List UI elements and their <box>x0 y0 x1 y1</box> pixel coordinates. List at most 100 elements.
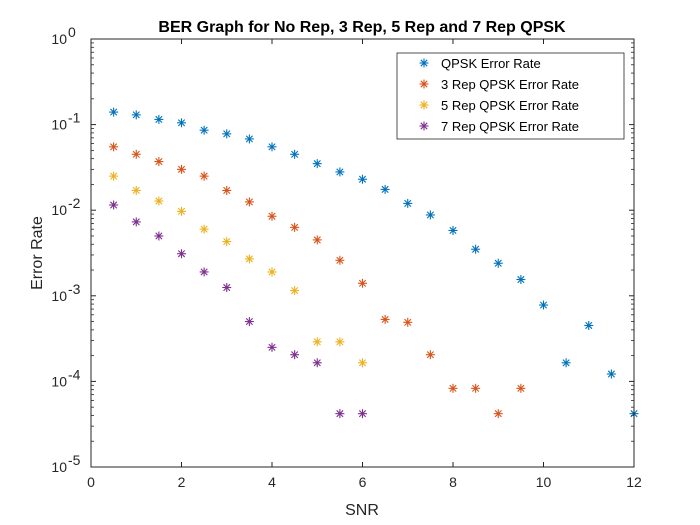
data-point-series-1 <box>380 314 390 324</box>
legend-label-5-rep: 5 Rep QPSK Error Rate <box>441 98 579 113</box>
data-point-series-3 <box>109 200 119 210</box>
data-point-series-1 <box>290 222 300 232</box>
data-point-series-0 <box>312 159 322 169</box>
y-axis-label: Error Rate <box>29 216 46 290</box>
data-point-series-1 <box>425 350 435 360</box>
data-point-series-0 <box>154 114 164 124</box>
data-point-series-0 <box>335 167 345 177</box>
data-point-series-1 <box>222 185 232 195</box>
y-tick-label: 10 <box>51 459 67 475</box>
x-tick-label: 6 <box>359 474 367 490</box>
y-tick-label: 10 <box>51 202 67 218</box>
data-point-series-3 <box>267 342 277 352</box>
data-point-series-0 <box>539 300 548 310</box>
data-point-series-3 <box>177 249 186 259</box>
legend-markers <box>419 58 429 131</box>
data-point-series-0 <box>131 110 141 120</box>
legend-label-3-rep: 3 Rep QPSK Error Rate <box>441 77 579 92</box>
data-point-series-0 <box>222 129 232 139</box>
data-point-series-3 <box>358 409 367 419</box>
y-tick-exponent: 0 <box>68 24 76 40</box>
data-point-series-1 <box>177 164 186 174</box>
legend-label-7-rep: 7 Rep QPSK Error Rate <box>441 119 579 134</box>
data-point-series-1 <box>471 383 481 393</box>
y-tick-exponent: -2 <box>68 195 81 211</box>
data-point-series-0 <box>358 174 367 184</box>
data-point-series-2 <box>154 196 164 206</box>
y-tick-label: 10 <box>51 288 67 304</box>
x-axis-label: SNR <box>345 502 379 519</box>
data-point-series-3 <box>335 409 345 419</box>
data-point-series-0 <box>267 142 277 152</box>
data-point-series-1 <box>267 211 277 221</box>
data-point-series-3 <box>290 350 300 360</box>
legend-marker-series-1 <box>419 79 429 89</box>
data-point-series-1 <box>358 278 367 288</box>
data-point-series-0 <box>606 369 616 379</box>
data-point-series-3 <box>244 317 254 327</box>
data-point-series-2 <box>199 224 209 234</box>
y-tick-exponent: -5 <box>68 452 81 468</box>
legend-box <box>396 52 625 140</box>
data-point-series-2 <box>222 237 232 247</box>
data-point-series-0 <box>109 107 119 117</box>
data-point-series-2 <box>335 337 345 347</box>
legend-marker-series-3 <box>419 121 429 131</box>
data-point-series-1 <box>154 157 164 167</box>
data-point-series-2 <box>244 254 254 264</box>
legend-marker-series-2 <box>419 100 429 110</box>
data-point-series-2 <box>177 206 186 216</box>
data-point-series-0 <box>493 258 503 268</box>
data-point-series-1 <box>131 149 141 159</box>
y-tick-label: 10 <box>51 373 67 389</box>
data-point-series-3 <box>199 267 209 277</box>
y-tick-exponent: -3 <box>68 281 81 297</box>
data-point-series-0 <box>584 320 594 330</box>
data-point-series-3 <box>312 358 322 368</box>
legend: QPSK Error Rate 3 Rep QPSK Error Rate 5 … <box>396 52 625 140</box>
axes-box <box>90 38 635 468</box>
y-tick-label: 10 <box>51 117 67 133</box>
data-point-series-1 <box>244 197 254 207</box>
data-point-series-0 <box>516 275 526 285</box>
data-point-series-2 <box>267 267 277 277</box>
data-markers <box>109 107 639 419</box>
data-point-series-0 <box>448 225 458 235</box>
data-point-series-0 <box>471 244 481 254</box>
data-point-series-1 <box>448 383 458 393</box>
data-point-series-1 <box>403 317 413 327</box>
data-point-series-1 <box>335 255 345 265</box>
data-point-series-1 <box>199 171 209 181</box>
x-tick-label: 10 <box>536 474 552 490</box>
data-point-series-3 <box>222 283 232 293</box>
y-tick-exponent: -1 <box>68 110 81 126</box>
data-point-series-0 <box>244 134 254 144</box>
data-point-series-2 <box>312 337 322 347</box>
data-point-series-3 <box>154 231 164 241</box>
x-tick-label: 12 <box>626 474 642 490</box>
data-point-series-0 <box>561 358 571 368</box>
x-tick-label: 4 <box>268 474 276 490</box>
y-tick-exponent: -4 <box>68 366 81 382</box>
legend-label-qpsk: QPSK Error Rate <box>441 56 541 71</box>
data-point-series-0 <box>380 184 390 194</box>
data-point-series-1 <box>516 383 526 393</box>
data-point-series-1 <box>493 409 503 419</box>
x-tick-label: 2 <box>178 474 186 490</box>
chart-title: BER Graph for No Rep, 3 Rep, 5 Rep and 7… <box>158 19 566 36</box>
legend-marker-series-0 <box>419 58 429 68</box>
y-tick-label: 10 <box>51 31 67 47</box>
data-point-series-3 <box>131 217 141 227</box>
data-point-series-0 <box>177 118 186 128</box>
data-point-series-2 <box>358 358 367 368</box>
data-point-series-1 <box>109 142 119 152</box>
data-point-series-0 <box>199 125 209 135</box>
data-point-series-2 <box>109 171 119 181</box>
x-tick-label: 8 <box>449 474 457 490</box>
data-point-series-0 <box>403 198 413 208</box>
data-point-series-2 <box>290 286 300 296</box>
x-tick-label: 0 <box>87 474 95 490</box>
data-point-series-2 <box>131 185 141 195</box>
data-point-series-0 <box>425 210 435 220</box>
